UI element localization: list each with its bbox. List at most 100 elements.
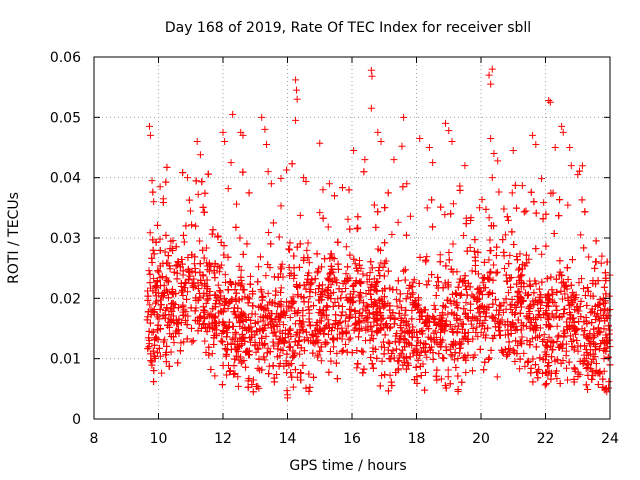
data-point	[484, 290, 492, 298]
data-point	[380, 323, 388, 331]
data-point	[393, 302, 401, 310]
data-point	[153, 349, 161, 357]
data-point	[255, 303, 263, 311]
data-point	[245, 374, 253, 382]
data-point	[293, 95, 301, 103]
data-point	[404, 361, 412, 369]
data-point	[279, 347, 287, 355]
data-point	[485, 256, 493, 264]
data-point	[532, 140, 540, 148]
data-point	[327, 250, 335, 258]
data-point	[461, 329, 469, 337]
data-point	[322, 311, 330, 319]
data-point	[287, 269, 295, 277]
data-point	[324, 223, 332, 231]
data-point	[291, 349, 299, 357]
data-point	[583, 349, 591, 357]
data-point	[546, 98, 554, 106]
data-point	[216, 264, 224, 272]
data-point	[399, 346, 407, 354]
data-point	[305, 306, 313, 314]
data-point	[356, 317, 364, 325]
data-point	[148, 328, 156, 336]
data-point	[243, 240, 251, 248]
data-point	[183, 295, 191, 303]
data-point	[485, 71, 493, 79]
data-point	[319, 186, 327, 194]
data-point	[227, 159, 235, 167]
data-point	[564, 276, 572, 284]
data-point	[156, 305, 164, 313]
data-point	[342, 243, 350, 251]
data-point	[601, 344, 609, 352]
y-tick-label: 0.02	[50, 291, 81, 307]
data-point	[260, 353, 268, 361]
data-point	[359, 270, 367, 278]
data-point	[364, 303, 372, 311]
data-point	[370, 301, 378, 309]
data-point	[354, 267, 362, 275]
x-tick-label: 14	[279, 431, 297, 447]
data-point	[553, 337, 561, 345]
data-point	[200, 254, 208, 262]
data-point	[345, 314, 353, 322]
data-point	[371, 282, 379, 290]
y-tick-label: 0.01	[50, 352, 81, 368]
data-point	[540, 311, 548, 319]
data-point	[560, 310, 568, 318]
data-point	[224, 185, 232, 193]
data-point	[255, 263, 263, 271]
data-point	[360, 299, 368, 307]
data-point	[262, 332, 270, 340]
data-point	[356, 309, 364, 317]
data-point	[502, 295, 510, 303]
data-point	[474, 333, 482, 341]
data-point	[421, 369, 429, 377]
data-point	[535, 366, 543, 374]
data-point	[289, 353, 297, 361]
data-point	[444, 366, 452, 374]
data-point	[605, 336, 613, 344]
data-point	[224, 304, 232, 312]
data-point	[376, 309, 384, 317]
data-point	[220, 295, 228, 303]
x-tick-label: 16	[343, 431, 361, 447]
data-point	[468, 367, 476, 375]
data-point	[591, 302, 599, 310]
data-point	[578, 196, 586, 204]
data-point	[459, 277, 467, 285]
data-point	[338, 308, 346, 316]
data-points	[143, 65, 614, 402]
data-point	[490, 150, 498, 158]
data-point	[433, 376, 441, 384]
data-point	[381, 285, 389, 293]
data-point	[580, 244, 588, 252]
data-point	[397, 350, 405, 358]
data-point	[488, 174, 496, 182]
data-point	[146, 319, 154, 327]
data-point	[455, 278, 463, 286]
data-point	[325, 292, 333, 300]
data-point	[545, 302, 553, 310]
data-point	[381, 344, 389, 352]
data-point	[539, 215, 547, 223]
data-point	[319, 214, 327, 222]
data-point	[516, 264, 524, 272]
data-point	[209, 226, 217, 234]
data-point	[219, 128, 227, 136]
data-point	[381, 371, 389, 379]
data-point	[567, 301, 575, 309]
data-point	[378, 315, 386, 323]
data-point	[532, 209, 540, 217]
data-point	[296, 211, 304, 219]
data-point	[471, 253, 479, 261]
data-point	[429, 159, 437, 167]
data-point	[264, 260, 272, 268]
data-point	[259, 327, 267, 335]
data-point	[338, 324, 346, 332]
data-point	[386, 339, 394, 347]
data-point	[317, 343, 325, 351]
data-point	[283, 298, 291, 306]
data-point	[576, 167, 584, 175]
data-point	[278, 329, 286, 337]
